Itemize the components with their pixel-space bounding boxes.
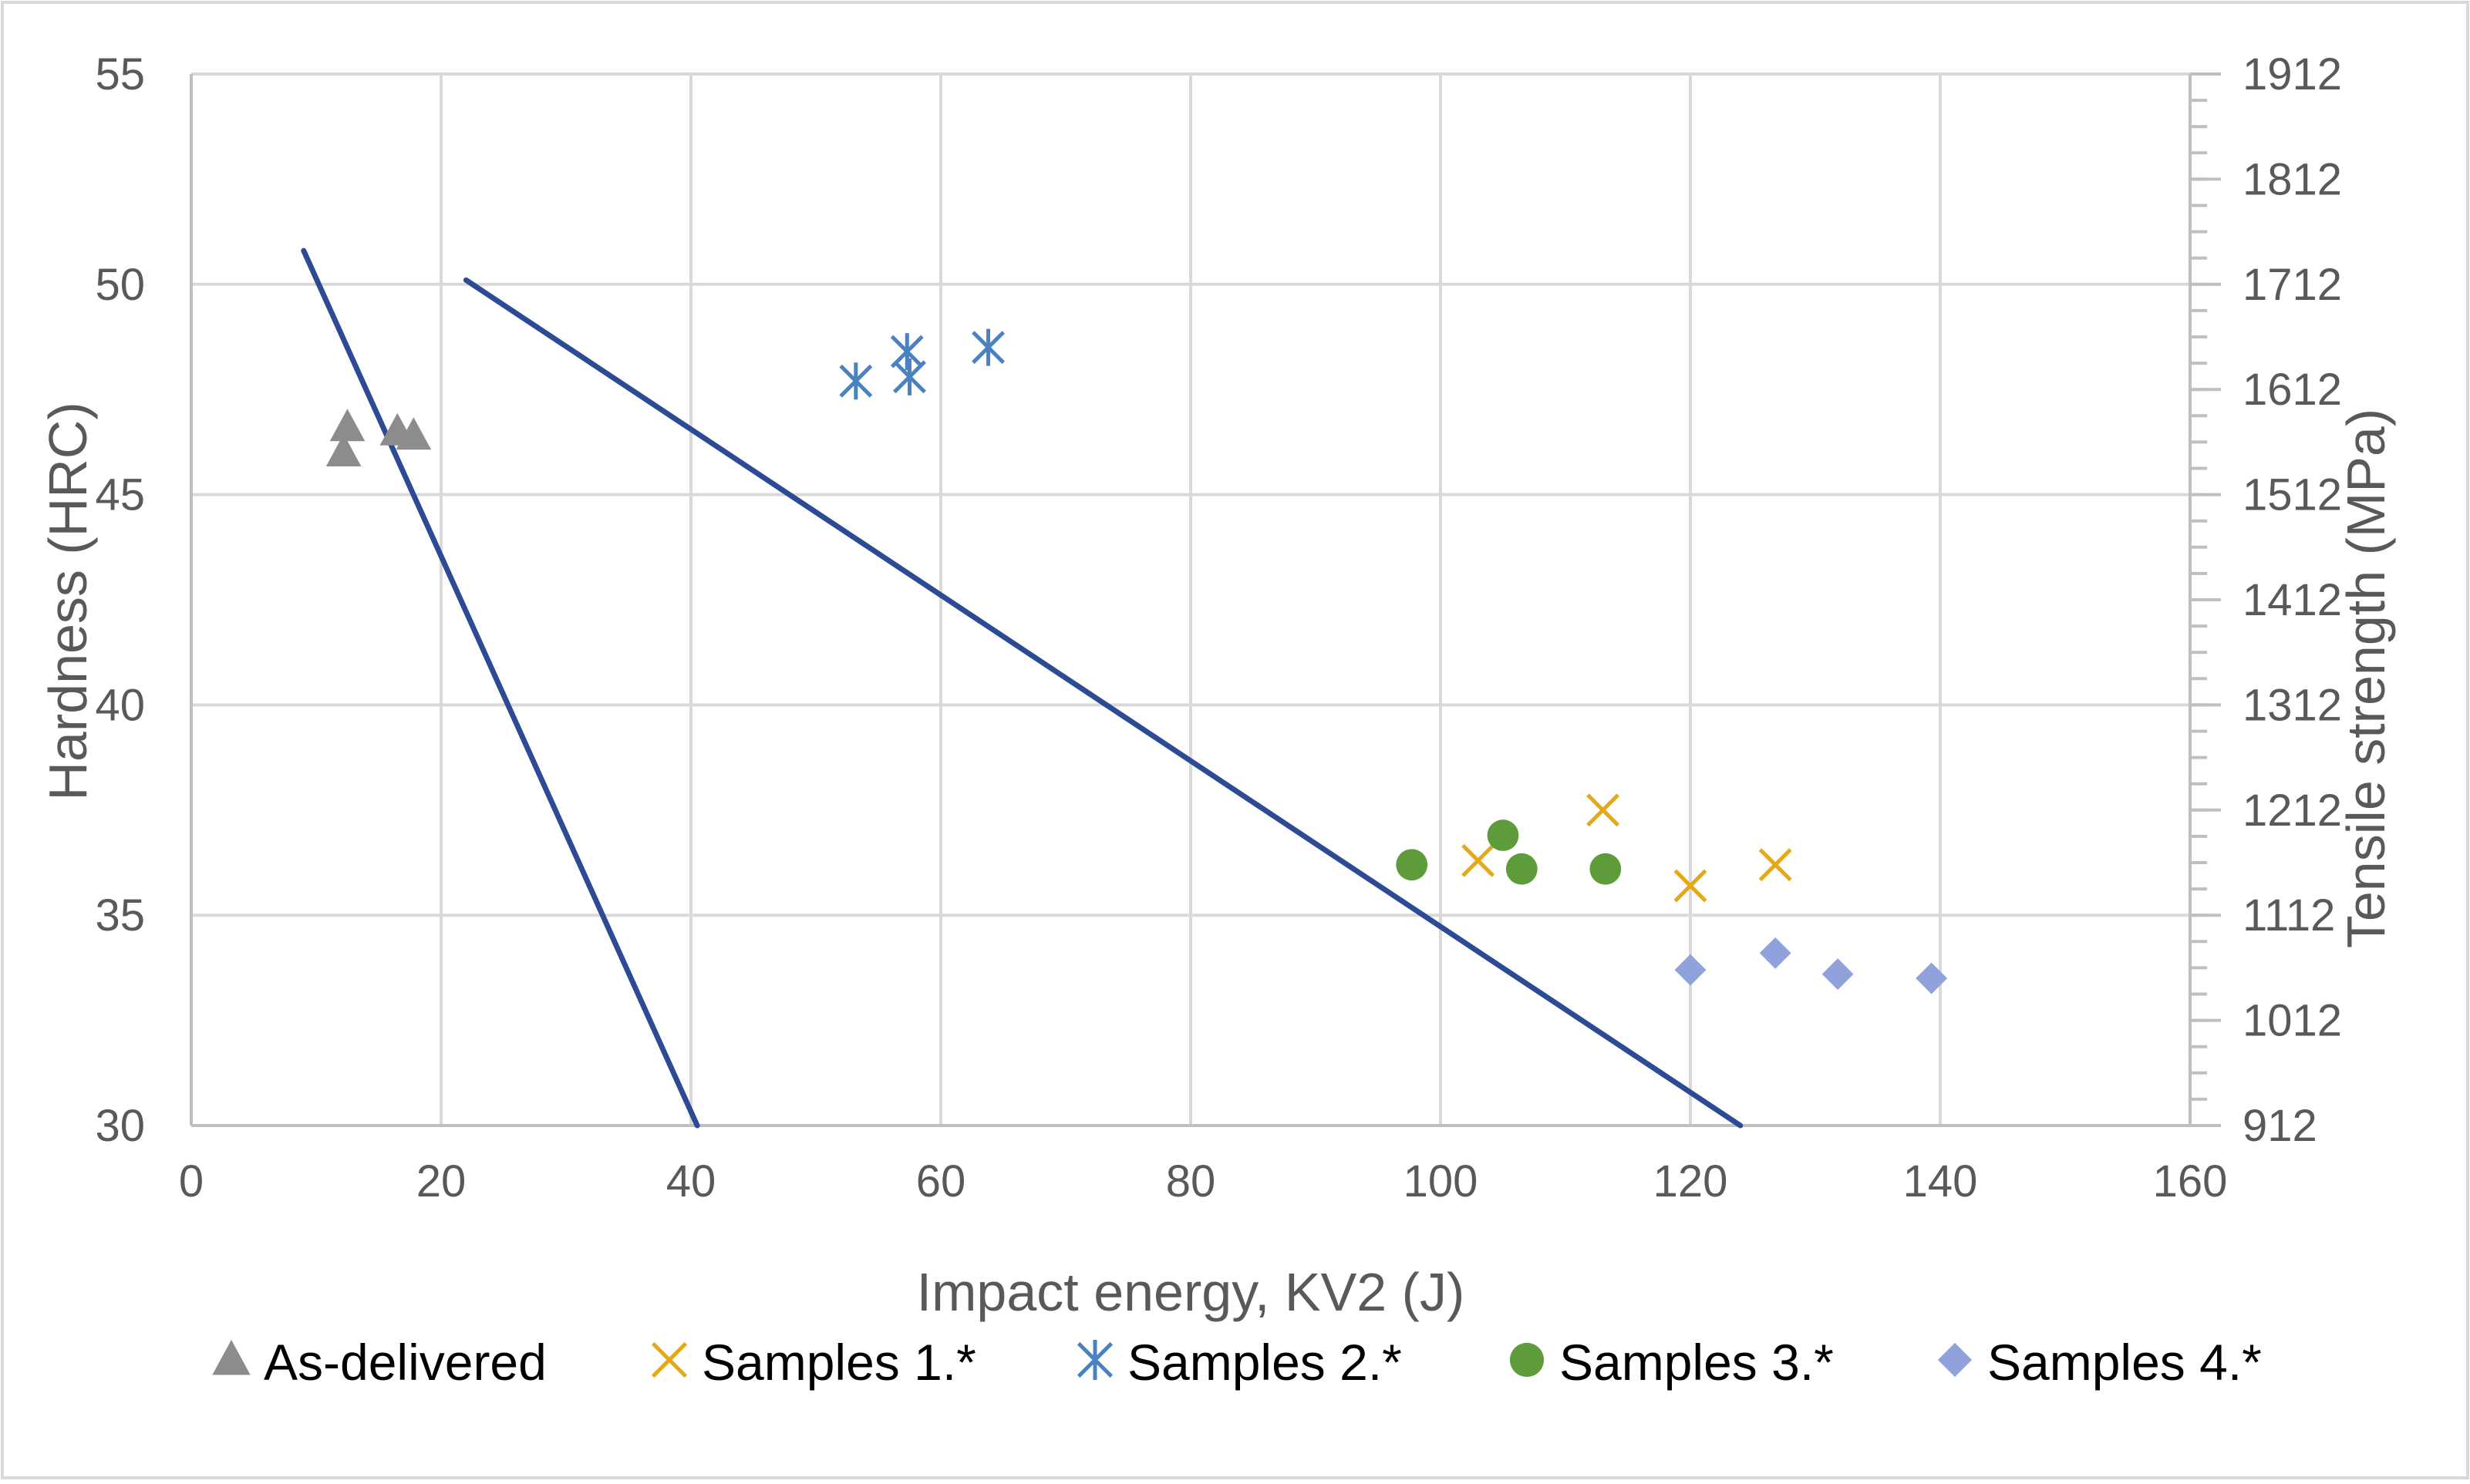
data-point-series-4 (1505, 853, 1538, 885)
legend-item: Samples 4.* (1937, 1334, 2262, 1391)
legend-marker-stroke (651, 1341, 688, 1378)
y2-tick-label: 1712 (2243, 260, 2342, 310)
y-tick-label: 45 (95, 470, 145, 520)
legend-marker (651, 1341, 688, 1378)
legend-item: Samples 3.* (1509, 1334, 1834, 1391)
legend-label: Samples 4.* (1987, 1334, 2262, 1391)
legend-marker (1077, 1340, 1114, 1380)
legend-label: Samples 1.* (702, 1334, 976, 1391)
legend-marker (1937, 1342, 1973, 1378)
data-point-series-5 (1821, 958, 1854, 990)
y2-tick-label: 912 (2243, 1101, 2317, 1151)
y2-tick-label: 1912 (2243, 49, 2342, 99)
x-tick-label: 160 (2153, 1156, 2228, 1206)
data-point-series-2-stroke (1461, 843, 1495, 877)
boundary-line-1 (301, 247, 700, 1129)
y2-tick-label: 1012 (2243, 996, 2342, 1046)
data-markers (325, 328, 1948, 994)
legend-label: Samples 3.* (1559, 1334, 1834, 1391)
x-tick-label: 20 (416, 1156, 467, 1206)
legend-item: Samples 1.* (651, 1334, 976, 1391)
data-point-series-4 (1589, 853, 1622, 885)
data-point-series-5 (1916, 962, 1948, 994)
x-tick-label: 100 (1403, 1156, 1478, 1206)
data-point-series-1 (325, 434, 362, 467)
boundary-line-2 (463, 277, 1744, 1129)
legend: As-delivered Samples 1.* Samples 2.* Sample… (212, 1334, 2262, 1391)
axis-labels: Impact energy, KV2 (J) Hardness (HRC) Te… (38, 402, 2396, 1322)
data-point-series-2-stroke (1758, 848, 1792, 882)
y-tick-label: 35 (95, 890, 145, 941)
data-point-series-5 (1674, 954, 1707, 986)
axis-layer: 0 20 40 60 80 100 120 140 160 30 35 40 45 50 55 912 1012… (95, 49, 2342, 1206)
y-tick-label: 55 (95, 49, 145, 99)
data-point-series-1 (396, 417, 432, 450)
x-tick-label: 0 (179, 1156, 204, 1206)
data-point-series-2 (1586, 793, 1620, 827)
data-point-series-2 (1673, 869, 1707, 903)
legend-marker (1509, 1342, 1545, 1378)
x-tick-label: 140 (1903, 1156, 1978, 1206)
legend-item: As-delivered (212, 1334, 547, 1391)
x-tick-label: 60 (916, 1156, 966, 1206)
y2-tick-label: 1412 (2243, 575, 2342, 625)
legend-label: Samples 2.* (1127, 1334, 1402, 1391)
y2-tick-label: 1512 (2243, 470, 2342, 520)
data-point-series-1 (329, 409, 366, 442)
y2-tick-label: 1812 (2243, 154, 2342, 204)
legend-item: Samples 2.* (1077, 1334, 1402, 1391)
legend-label: As-delivered (264, 1334, 547, 1391)
trend-lines (301, 247, 1744, 1129)
y-tick-label: 30 (95, 1101, 145, 1151)
y-tick-label: 40 (95, 680, 145, 730)
y2-axis-title: Tensile strength (MPa) (2336, 409, 2396, 948)
grid-layer (191, 72, 2192, 1127)
x-axis-title: Impact energy, KV2 (J) (917, 1262, 1465, 1322)
y-axis-title: Hardness (HRC) (38, 402, 98, 800)
data-point-series-4 (1396, 849, 1428, 881)
data-point-series-2 (1461, 843, 1495, 877)
data-point-series-3 (839, 362, 873, 400)
data-point-series-3 (893, 358, 926, 395)
x-tick-label: 120 (1653, 1156, 1728, 1206)
y2-tick-label: 1312 (2243, 680, 2342, 730)
y2-tick-label: 1112 (2243, 890, 2335, 941)
y2-tick-label: 1612 (2243, 365, 2342, 415)
legend-marker (212, 1340, 251, 1375)
data-point-series-5 (1759, 937, 1791, 969)
data-point-series-2-stroke (1586, 793, 1620, 827)
data-point-series-3 (972, 328, 1006, 366)
data-point-series-2-stroke (1673, 869, 1707, 903)
x-tick-label: 80 (1166, 1156, 1216, 1206)
y-tick-label: 50 (95, 260, 145, 310)
y2-tick-label: 1212 (2243, 786, 2342, 836)
x-tick-label: 40 (666, 1156, 716, 1206)
data-point-series-2 (1758, 848, 1792, 882)
data-point-series-4 (1487, 819, 1519, 851)
